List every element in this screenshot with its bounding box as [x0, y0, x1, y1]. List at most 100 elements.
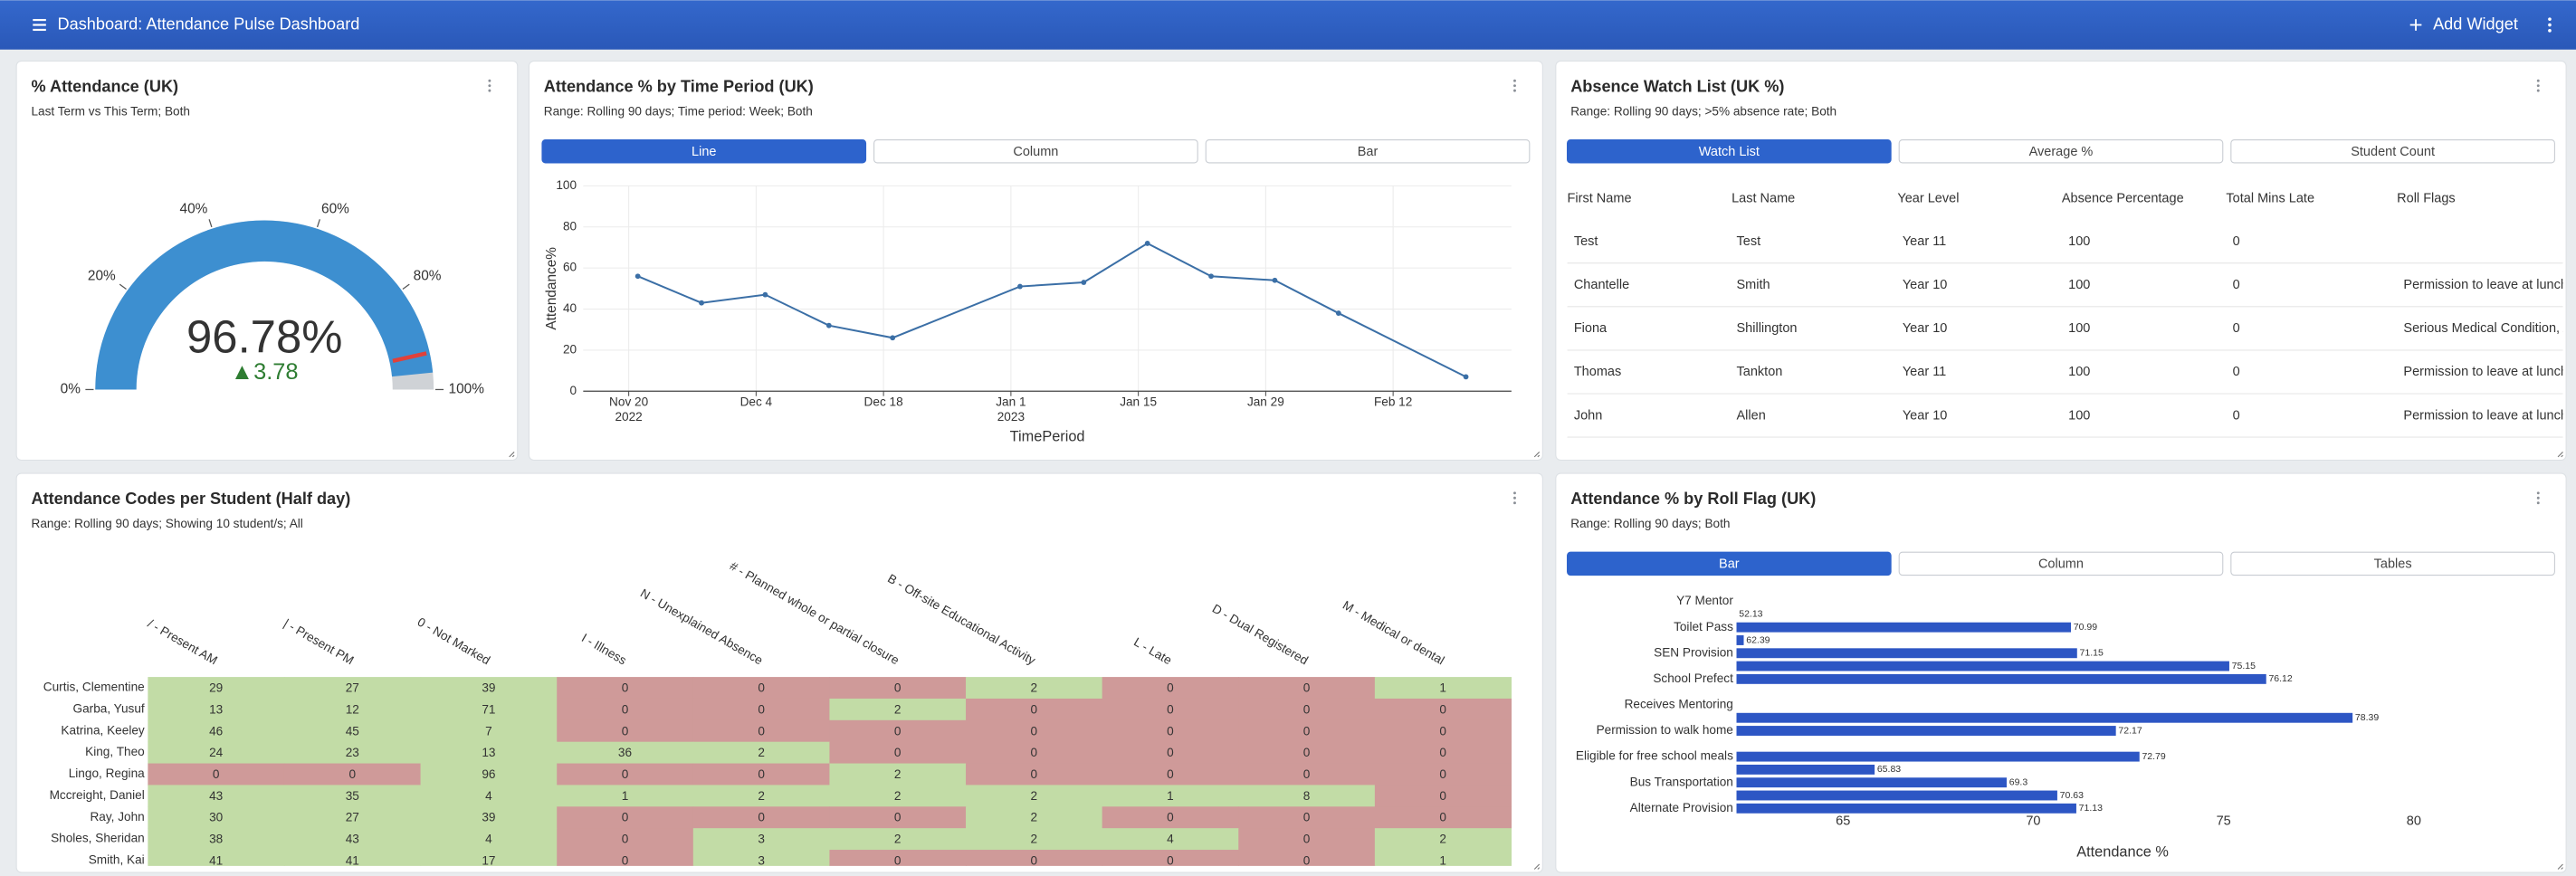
cell-value: 39 [482, 811, 495, 824]
tab[interactable]: Tables [2230, 551, 2555, 576]
line-point [1144, 241, 1150, 246]
heatmap-cell [1238, 698, 1376, 721]
cell-value: 0 [1439, 746, 1446, 759]
tab[interactable]: Watch List [1567, 139, 1892, 164]
tab-label: Column [2038, 557, 2084, 572]
y-tick-label: Alternate Provision [1630, 801, 1733, 814]
heatmap-cell [692, 741, 830, 765]
cell-value: 3 [758, 853, 765, 867]
cell-value: 2 [1031, 811, 1038, 824]
tab[interactable]: Student Count [2230, 139, 2555, 164]
cell-value: 0 [622, 767, 629, 781]
cell-value: 35 [346, 789, 359, 803]
cell-value: 0 [1167, 702, 1174, 716]
cell-value: 1 [1167, 789, 1174, 803]
table-cell: Thomas [1574, 365, 1621, 379]
tab[interactable]: Average % [1898, 139, 2224, 164]
cell-value: 0 [1439, 724, 1446, 738]
tab-box [1898, 139, 2224, 164]
line-point [1017, 283, 1023, 290]
heatmap-cell [1102, 806, 1239, 829]
heatmap-cell [283, 806, 422, 829]
x-axis-title: Attendance % [2076, 844, 2169, 861]
cell-value: 2 [1031, 789, 1038, 803]
bar [1736, 661, 2229, 671]
cell-value: 8 [1303, 789, 1311, 803]
heatmap-cell [1102, 763, 1239, 786]
heatmap-cell [283, 677, 422, 700]
tab[interactable]: Bar [1205, 139, 1531, 164]
heatmap-cell [148, 850, 285, 866]
tab[interactable]: Line [541, 139, 867, 164]
heatmap-cell [1374, 763, 1512, 786]
cell-value: 0 [1167, 853, 1174, 867]
table-cell: Smith [1737, 278, 1770, 292]
bar [1736, 764, 1875, 775]
gauge-tick [402, 283, 410, 290]
widget-menu[interactable] [1513, 491, 1516, 505]
bar-value-label: 70.99 [2074, 622, 2097, 633]
cell-value: 0 [213, 767, 220, 781]
heatmap-cell [1374, 698, 1512, 721]
cell-value: 0 [894, 853, 902, 867]
line-point [634, 273, 641, 280]
line-point [1081, 280, 1087, 285]
x-tick-label: Feb 12 [1374, 395, 1412, 409]
table-cell: 0 [2233, 321, 2240, 336]
menu-icon[interactable] [33, 18, 46, 32]
heatmap-cell [420, 806, 558, 829]
heatmap-cell [1374, 677, 1512, 700]
heatmap-cell [829, 698, 967, 721]
widget-menu[interactable] [2536, 79, 2540, 92]
tab[interactable]: Column [873, 139, 1198, 164]
cell-value: 13 [209, 702, 223, 716]
heatmap-cell [966, 698, 1103, 721]
cell-value: 39 [482, 681, 495, 695]
tab-label: Tables [2374, 557, 2412, 572]
menu-dot [488, 84, 491, 88]
tab-box [2230, 551, 2555, 576]
cell-value: 0 [622, 833, 629, 846]
heatmap-cell [420, 850, 558, 866]
tab[interactable]: Column [1898, 551, 2224, 576]
cell-value: 0 [1031, 724, 1038, 738]
cell-value: 46 [209, 724, 223, 738]
widget-menu[interactable] [488, 79, 491, 92]
gauge-reference [392, 351, 427, 363]
cell-value: 2 [894, 833, 902, 846]
bar [1736, 648, 2077, 659]
bar-value-label: 70.63 [2060, 790, 2084, 801]
line-point [1272, 277, 1278, 283]
y-axis-title: Attendance% [544, 247, 559, 330]
widget-menu[interactable] [2536, 491, 2540, 505]
add-widget-button[interactable]: Add Widget [2409, 14, 2518, 33]
cell-value: 29 [209, 681, 223, 695]
table-cell: Year 11 [1903, 234, 1946, 249]
heatmap-cell [829, 850, 967, 866]
widget-title: Absence Watch List (UK %) [1570, 77, 1784, 95]
heatmap-cell [283, 741, 422, 765]
widget-menu[interactable] [1513, 79, 1516, 92]
heatmap-cell [557, 677, 694, 700]
cell-value: 0 [622, 853, 629, 867]
cell-value: 36 [618, 746, 632, 759]
bar-value-label: 76.12 [2268, 673, 2292, 684]
line-point [762, 291, 768, 298]
heatmap-cell [148, 763, 285, 786]
cell-value: 0 [1031, 853, 1038, 867]
table-cell: 0 [2233, 234, 2240, 249]
heatmap-cell [1238, 828, 1376, 851]
header-menu[interactable] [2548, 17, 2552, 33]
heatmap-cell [1238, 741, 1376, 765]
bar [1736, 777, 2008, 788]
cell-value: 2 [1031, 681, 1038, 695]
table-cell: Year 10 [1903, 408, 1948, 423]
tab[interactable]: Bar [1567, 551, 1892, 576]
tab-box [1567, 551, 1892, 576]
line-series [637, 242, 1467, 378]
cell-value: 4 [485, 833, 492, 846]
bar-value-label: 62.39 [1746, 634, 1770, 645]
table-cell: 100 [2068, 408, 2090, 423]
widget-subtitle: Range: Rolling 90 days; >5% absence rate… [1570, 104, 1837, 118]
cell-value: 0 [622, 681, 629, 695]
